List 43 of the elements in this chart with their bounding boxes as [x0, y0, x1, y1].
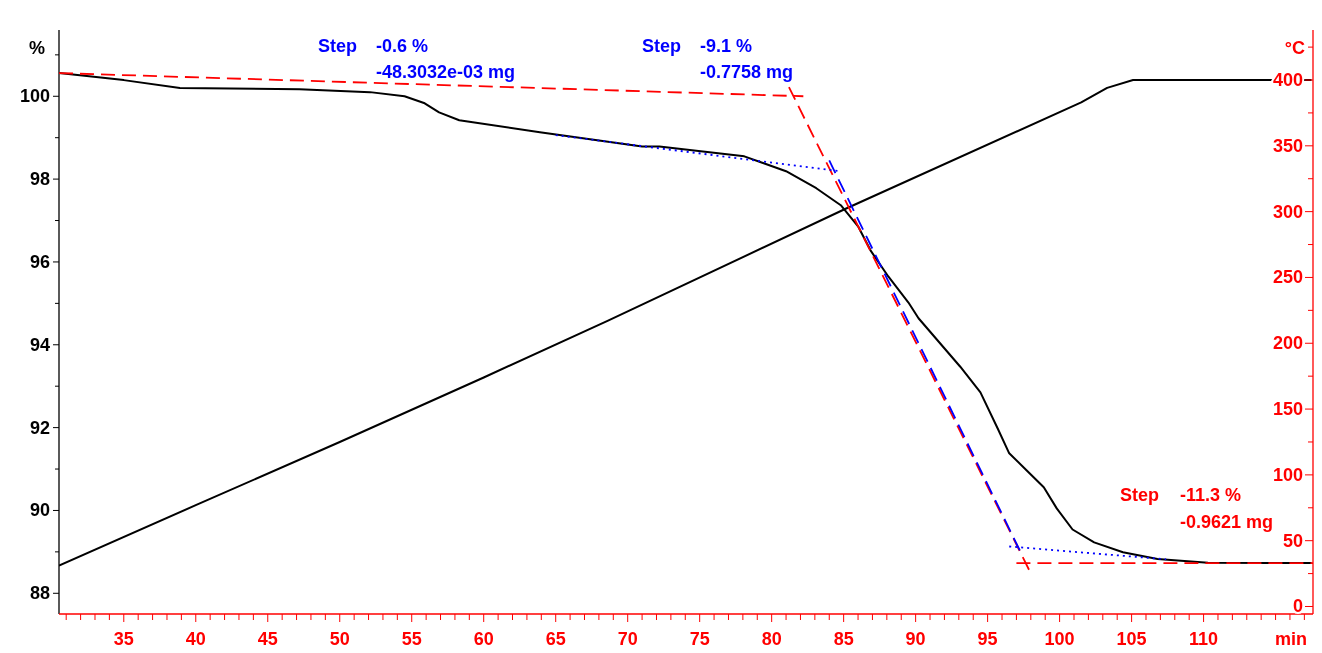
y-tick-label: 94 — [29, 334, 50, 355]
y2-tick-label: 0 — [1292, 596, 1303, 617]
x-tick-label: 95 — [977, 629, 998, 649]
y2-tick-label: 300 — [1272, 201, 1303, 222]
x-tick-label: 55 — [401, 629, 422, 649]
y-tick-label: 96 — [29, 251, 50, 272]
y-tick-label: 92 — [29, 417, 50, 438]
x-tick-label: 110 — [1189, 629, 1219, 649]
annotation: -48.3032e-03 mg — [376, 62, 516, 82]
y2-axis-title: °C — [1284, 38, 1305, 58]
y2-tick-label: 150 — [1272, 399, 1303, 420]
y2-tick-label: 200 — [1272, 333, 1303, 354]
x-tick-label: 105 — [1116, 629, 1147, 649]
y-axis-title: % — [28, 38, 45, 58]
annotation: -0.7758 mg — [700, 62, 794, 82]
x-tick-label: 60 — [473, 629, 494, 649]
annotation: -11.3 % — [1180, 485, 1242, 505]
y2-tick-label: 250 — [1272, 267, 1303, 288]
x-tick-label: 85 — [833, 629, 854, 649]
x-tick-label: 35 — [113, 629, 134, 649]
y-tick-label: 88 — [29, 583, 50, 604]
x-tick-label: 90 — [905, 629, 926, 649]
annotation: Step — [642, 36, 682, 56]
y-tick-label: 90 — [29, 500, 50, 521]
y-tick-label: 98 — [29, 169, 50, 190]
annotation: -9.1 % — [700, 36, 753, 56]
y2-tick-label: 50 — [1282, 530, 1303, 551]
y2-tick-label: 350 — [1272, 135, 1303, 156]
x-tick-label: 50 — [329, 629, 350, 649]
x-tick-label: 40 — [185, 629, 206, 649]
y2-tick-label: 100 — [1272, 464, 1303, 485]
y-tick-label: 100 — [19, 86, 50, 107]
x-tick-label: 70 — [617, 629, 638, 649]
x-tick-label: 80 — [761, 629, 782, 649]
x-tick-label: 45 — [257, 629, 278, 649]
annotation: -0.6 % — [376, 36, 429, 56]
x-tick-label: 100 — [1044, 629, 1075, 649]
x-axis-title: min — [1274, 629, 1307, 649]
annotation: Step — [1120, 485, 1160, 505]
x-tick-label: 75 — [689, 629, 710, 649]
annotation: -0.9621 mg — [1180, 512, 1274, 532]
annotation: Step — [318, 36, 358, 56]
x-tick-label: 65 — [545, 629, 566, 649]
